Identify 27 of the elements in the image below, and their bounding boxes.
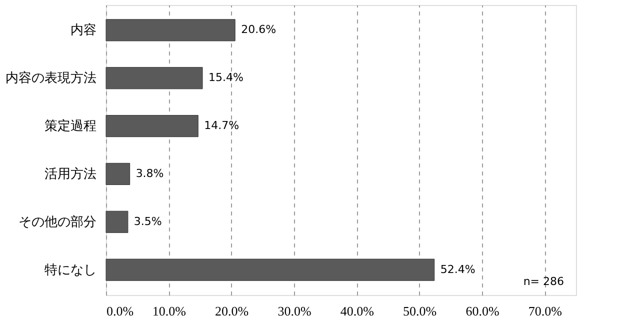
x-tick-label: 70.0% (528, 304, 562, 318)
y-tick-label: 特になし (44, 262, 96, 278)
x-tick-label: 60.0% (466, 304, 500, 318)
bar (106, 115, 198, 138)
data-label: 3.5% (134, 214, 162, 228)
y-tick-label: 内容の表現方法 (6, 70, 96, 86)
y-tick-label: 活用方法 (44, 166, 96, 182)
bar (106, 210, 128, 233)
data-label: 20.6% (241, 23, 276, 36)
bar (106, 67, 203, 90)
x-tick-label: 20.0% (215, 304, 249, 318)
annotation: n= 286 (523, 275, 564, 288)
y-tick-label: 策定過程 (44, 119, 96, 134)
y-tick-label: その他の部分 (18, 214, 96, 230)
data-label: 14.7% (204, 119, 240, 132)
bar (106, 258, 435, 281)
bar (106, 19, 236, 42)
x-tick-label: 10.0% (152, 304, 186, 318)
bar (106, 162, 130, 185)
data-label: 52.4% (440, 262, 476, 276)
x-tick-label: 50.0% (403, 304, 437, 318)
y-tick-label: 内容 (70, 22, 96, 38)
x-tick-label: 40.0% (340, 304, 374, 318)
data-label: 3.8% (136, 166, 164, 180)
data-label: 15.4% (208, 71, 244, 84)
x-tick-label: 0.0% (106, 304, 134, 318)
x-tick-label: 30.0% (278, 304, 312, 318)
